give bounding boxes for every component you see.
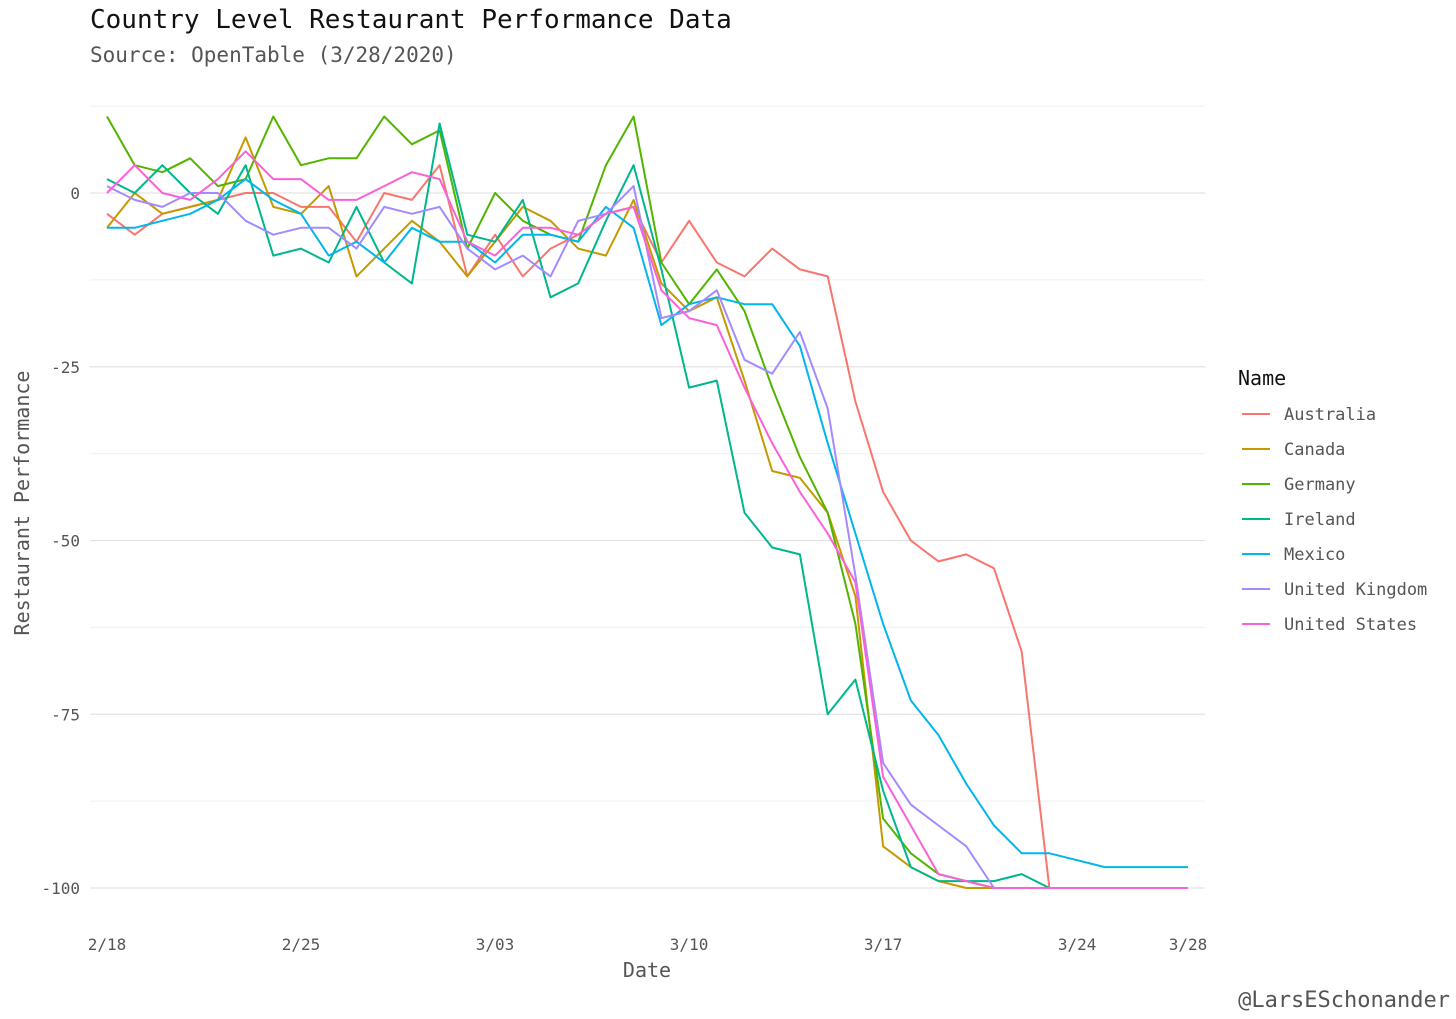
legend-label-ireland: Ireland <box>1284 510 1356 530</box>
y-axis-ticks: 0 -25 -50 -75 -100 <box>41 184 80 898</box>
x-tick-label: 3/24 <box>1058 935 1097 954</box>
x-axis-title: Date <box>623 958 671 982</box>
chart-subtitle: Source: OpenTable (3/28/2020) <box>90 43 457 67</box>
y-tick-label: -75 <box>51 705 80 724</box>
series-line-united-states <box>106 150 1188 889</box>
x-tick-label: 2/25 <box>282 935 321 954</box>
x-tick-label: 3/17 <box>864 935 903 954</box>
legend-label-canada: Canada <box>1284 440 1345 460</box>
series-line-canada <box>106 136 1050 889</box>
gridlines <box>90 105 1205 889</box>
x-tick-label: 3/28 <box>1169 935 1208 954</box>
legend-label-mexico: Mexico <box>1284 545 1345 565</box>
legend-title: Name <box>1238 366 1286 390</box>
x-tick-label: 3/03 <box>476 935 515 954</box>
series-line-germany <box>106 115 1050 889</box>
legend: Name Australia Canada Germany Ireland Mexico… <box>1238 366 1427 635</box>
y-tick-label: 0 <box>70 184 80 203</box>
x-tick-label: 2/18 <box>88 935 127 954</box>
author-credit: @LarsESchonander <box>1238 988 1450 1013</box>
chart-title: Country Level Restaurant Performance Dat… <box>90 5 732 35</box>
legend-label-united-states: United States <box>1284 615 1417 635</box>
x-tick-label: 3/10 <box>670 935 709 954</box>
y-tick-label: -25 <box>51 358 80 377</box>
legend-label-australia: Australia <box>1284 405 1376 425</box>
x-axis-ticks: 2/18 2/25 3/03 3/10 3/17 3/24 3/28 <box>88 935 1208 954</box>
series-line-ireland <box>106 122 1050 889</box>
y-axis-title: Restaurant Performance <box>10 371 34 636</box>
series-line-mexico <box>107 178 1188 869</box>
legend-label-germany: Germany <box>1284 475 1356 495</box>
y-tick-label: -100 <box>41 879 80 898</box>
series-line-australia <box>106 164 1051 889</box>
legend-label-united-kingdom: United Kingdom <box>1284 580 1427 600</box>
series-line-united-kingdom <box>106 185 1050 889</box>
y-tick-label: -50 <box>51 532 80 551</box>
series-lines <box>106 115 1188 889</box>
